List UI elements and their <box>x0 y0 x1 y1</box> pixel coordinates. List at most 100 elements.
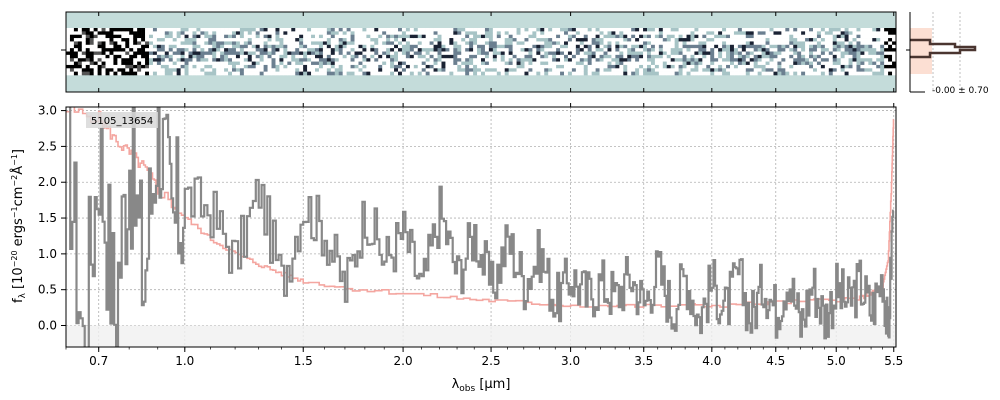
spectrum-2d-pixel <box>647 48 652 52</box>
spectrum-2d-pixel <box>805 68 810 72</box>
spectrum-2d-pixel <box>765 71 770 76</box>
spectrum-2d-pixel <box>125 41 130 46</box>
spectrum-2d-pixel <box>674 58 679 62</box>
spectrum-2d-pixel <box>868 51 873 56</box>
spectrum-2d-pixel <box>66 31 71 36</box>
spectrum-2d-pixel <box>200 54 205 59</box>
spectrum-2d-pixel <box>208 64 213 69</box>
spectrum-2d-pixel <box>461 58 466 62</box>
spectrum-2d-pixel <box>528 38 533 42</box>
spectrum-2d-pixel <box>635 48 640 52</box>
spectrum-2d-pixel <box>441 41 446 46</box>
spectrum-2d-pixel <box>860 41 865 46</box>
spectrum-2d-pixel <box>528 54 533 59</box>
spectrum-2d-pixel <box>184 58 189 62</box>
spectrum-2d-pixel <box>832 31 838 36</box>
spectrum-2d-pixel <box>832 48 838 52</box>
spectrum-2d-pixel <box>575 58 581 62</box>
spectrum-2d-pixel <box>354 38 359 42</box>
spectrum-2d-pixel <box>560 38 565 42</box>
spectrum-2d-pixel <box>279 31 284 36</box>
spectrum-2d-pixel <box>856 38 861 42</box>
spectrum-2d-pixel <box>809 61 814 66</box>
spectrum-2d-pixel <box>267 51 272 56</box>
spectrum-2d-pixel <box>362 38 367 42</box>
spectrum-2d-pixel <box>789 64 794 69</box>
spectrum-2d-pixel <box>137 44 142 49</box>
spectrum-2d-pixel <box>647 34 652 39</box>
spectrum-2d-pixel <box>520 31 525 36</box>
spectrum-2d-pixel <box>374 38 379 42</box>
spectrum-2d-pixel <box>350 58 355 62</box>
spectrum-2d-pixel <box>785 71 790 76</box>
spectrum-2d-pixel <box>255 58 260 62</box>
spectrum-2d-pixel <box>429 48 434 52</box>
spectrum-2d-pixel <box>409 48 415 52</box>
spectrum-2d-pixel <box>666 64 672 69</box>
spectrum-2d-pixel <box>299 48 304 52</box>
spectrum-2d-pixel <box>303 64 308 69</box>
spectrum-2d-pixel <box>370 54 375 59</box>
spectrum-2d-pixel <box>813 34 818 39</box>
spectrum-2d-pixel <box>295 68 300 72</box>
spectrum-2d-pixel <box>552 38 557 42</box>
spectrum-2d-pixel <box>793 71 798 76</box>
spectrum-2d-pixel <box>461 61 466 66</box>
spectrum-2d-pixel <box>836 48 841 52</box>
spectrum-2d-pixel <box>544 34 549 39</box>
spectrum-2d-pixel <box>532 44 537 49</box>
spectrum-2d-pixel <box>358 64 363 69</box>
spectrum-2d-pixel <box>654 54 660 59</box>
spectrum-2d-pixel <box>421 51 426 56</box>
spectrum-2d-pixel <box>216 44 221 49</box>
spectrum-2d-pixel <box>686 44 691 49</box>
spectrum-2d-pixel <box>643 38 648 42</box>
spectrum-2d-pixel <box>820 38 826 42</box>
spectrum-2d-pixel <box>540 34 545 39</box>
spectrum-2d-pixel <box>461 44 466 49</box>
spectrum-2d-pixel <box>212 31 217 36</box>
spectrum-2d-pixel <box>350 68 355 72</box>
spectrum-2d-pixel <box>133 44 138 49</box>
spectrum-2d-pixel <box>89 71 94 76</box>
spectrum-2d-pixel <box>409 68 415 72</box>
spectrum-2d-pixel <box>362 54 367 59</box>
spectrum-2d-pixel <box>145 64 150 69</box>
spectrum-2d-pixel <box>255 48 260 52</box>
spectrum-2d-pixel <box>615 54 620 59</box>
spectrum-2d-pixel <box>374 31 379 36</box>
spectrum-2d-pixel <box>200 64 205 69</box>
spectrum-2d-pixel <box>627 64 632 69</box>
spectrum-2d-pixel <box>876 38 881 42</box>
spectrum-2d-pixel <box>892 54 896 59</box>
spectrum-2d-pixel <box>797 64 802 69</box>
spectrum-2d-pixel <box>848 61 853 66</box>
spectrum-2d-pixel <box>354 54 359 59</box>
spectrum-2d-pixel <box>303 41 308 46</box>
spectrum-2d-pixel <box>176 44 181 49</box>
spectrum-2d-pixel <box>469 34 474 39</box>
spectrum-2d-pixel <box>401 31 407 36</box>
spectrum-2d-pixel <box>781 41 786 46</box>
spectrum-2d-pixel <box>848 68 853 72</box>
spectrum-2d-pixel <box>591 44 596 49</box>
spectrum-2d-pixel <box>315 68 320 72</box>
spectrum-2d-pixel <box>694 68 699 72</box>
spectrum-2d-pixel <box>623 28 628 32</box>
spectrum-2d-pixel <box>722 28 727 32</box>
spectrum-2d-pixel <box>394 31 399 36</box>
spectrum-2d-pixel <box>433 58 438 62</box>
spectrum-2d-pixel <box>366 61 371 66</box>
spectrum-2d-pixel <box>852 41 857 46</box>
spectrum-2d-pixel <box>556 41 561 46</box>
spectrum-2d-pixel <box>251 54 257 59</box>
spectrum-2d-pixel <box>722 48 727 52</box>
spectrum-2d-pixel <box>749 44 755 49</box>
spectrum-2d-pixel <box>477 54 482 59</box>
spectrum-2d-pixel <box>500 48 506 52</box>
spectrum-2d-pixel <box>650 68 656 72</box>
spectrum-2d-pixel <box>556 48 561 52</box>
spectrum-2d-pixel <box>149 68 154 72</box>
spectrum-2d-pixel <box>500 64 506 69</box>
spectrum-2d-pixel <box>105 71 110 76</box>
